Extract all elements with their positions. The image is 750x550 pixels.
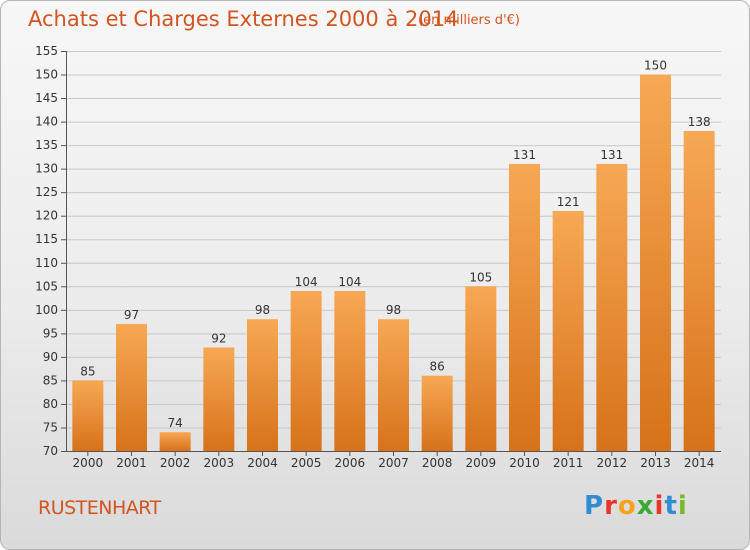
bar (552, 211, 584, 451)
logo-letter: i (677, 491, 688, 521)
logo-letter: i (654, 491, 665, 521)
bar (159, 432, 191, 451)
y-tick-label: 150 (35, 68, 58, 82)
y-tick-label: 110 (35, 256, 58, 270)
y-tick-label: 95 (43, 326, 58, 340)
data-label: 97 (124, 308, 139, 322)
y-tick-label: 105 (35, 279, 58, 293)
data-label: 104 (295, 275, 318, 289)
logo-letter: r (604, 491, 618, 521)
chart-title: Achats et Charges Externes 2000 à 2014 (28, 7, 459, 31)
logo-letter: o (617, 491, 637, 521)
data-label: 150 (644, 59, 667, 73)
chart-subtitle: (en milliers d'€) (418, 13, 520, 28)
bar (378, 319, 409, 451)
y-tick-label: 130 (35, 162, 58, 176)
data-label: 98 (386, 303, 401, 317)
data-label: 92 (211, 331, 226, 345)
data-label: 85 (80, 364, 95, 378)
x-tick-label: 2013 (640, 456, 671, 470)
data-label: 121 (557, 195, 580, 209)
bar (640, 74, 671, 451)
data-label: 105 (469, 270, 492, 284)
y-tick-label: 75 (43, 420, 58, 434)
location-name: RUSTENHART (38, 497, 161, 519)
x-tick-label: 2008 (422, 456, 453, 470)
data-label: 131 (513, 148, 536, 162)
bar (334, 291, 366, 451)
data-label: 138 (688, 115, 711, 129)
bar (72, 380, 104, 451)
bars (72, 74, 715, 452)
data-label: 98 (255, 303, 270, 317)
y-tick-label: 80 (43, 397, 58, 411)
x-tick-label: 2011 (553, 456, 584, 470)
x-tick-label: 2012 (597, 456, 628, 470)
bar (203, 347, 235, 451)
bar (465, 286, 497, 451)
x-tick-label: 2014 (684, 456, 715, 470)
x-tick-label: 2006 (335, 456, 366, 470)
y-tick-label: 115 (35, 232, 58, 246)
logo-letter: t (664, 491, 678, 521)
data-label: 104 (338, 275, 361, 289)
y-tick-label: 90 (43, 350, 58, 364)
y-tick-label: 145 (35, 91, 58, 105)
bar (116, 323, 147, 451)
x-tick-label: 2004 (247, 456, 278, 470)
x-tick-label: 2005 (291, 456, 322, 470)
data-label: 86 (430, 360, 445, 374)
x-tick-label: 2002 (160, 456, 191, 470)
y-tick-label: 140 (35, 115, 58, 129)
bar (509, 163, 540, 452)
bar (596, 163, 628, 452)
y-tick-label: 100 (35, 303, 58, 317)
logo-letter: P (584, 491, 605, 521)
y-tick-label: 120 (35, 209, 58, 223)
y-tick-label: 85 (43, 373, 58, 387)
bar (683, 131, 715, 451)
logo-letter: x (636, 491, 655, 521)
y-tick-label: 135 (35, 138, 58, 152)
bar (247, 319, 278, 451)
bar (290, 291, 322, 451)
proxiti-logo: Proxiti (584, 491, 688, 521)
y-tick-label: 125 (35, 185, 58, 199)
data-label: 131 (600, 148, 623, 162)
x-tick-label: 2001 (116, 456, 147, 470)
y-tick-label: 155 (35, 44, 58, 58)
data-label: 74 (168, 416, 183, 430)
x-tick-label: 2003 (204, 456, 235, 470)
bar (421, 375, 453, 451)
x-tick-label: 2007 (378, 456, 409, 470)
y-tick-label: 70 (43, 444, 58, 458)
x-tick-label: 2000 (73, 456, 104, 470)
labels: 70 75 80 85 90 95 100 105 110 115 120 125 130 135 140 1… (35, 44, 714, 470)
x-tick-label: 2009 (466, 456, 497, 470)
x-tick-label: 2010 (509, 456, 540, 470)
